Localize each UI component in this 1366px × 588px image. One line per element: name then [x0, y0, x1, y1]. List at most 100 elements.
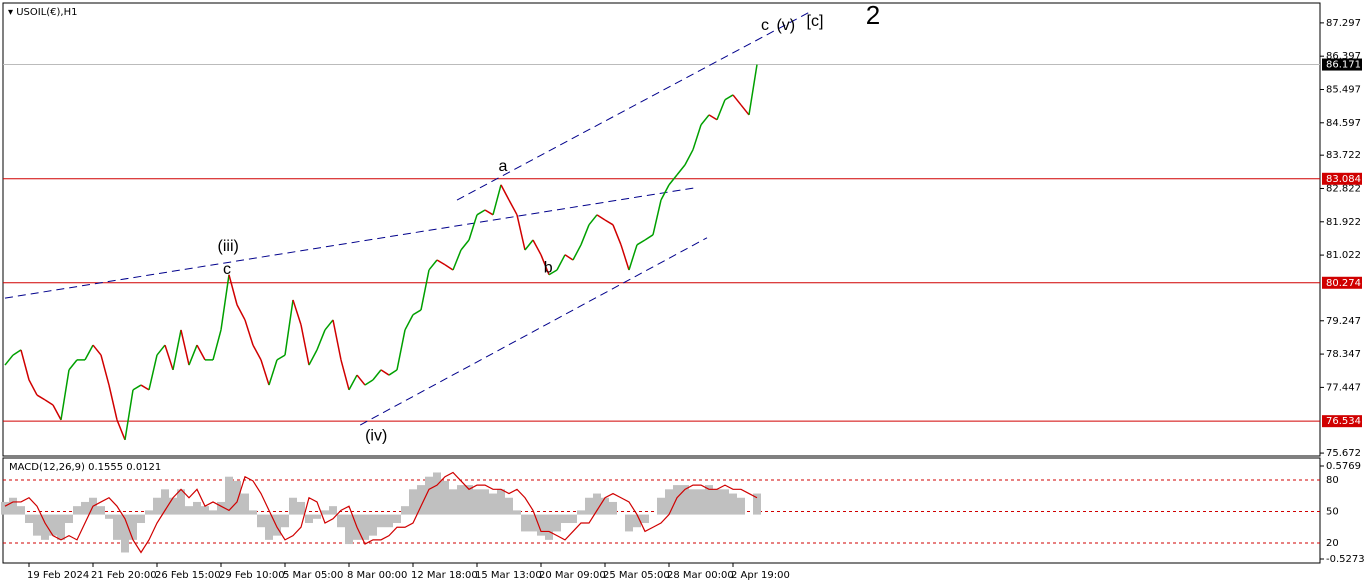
price-segment — [388, 369, 398, 376]
price-segment — [348, 374, 358, 391]
macd-bar — [25, 514, 33, 524]
y-tick-label: 77.447 — [1326, 382, 1361, 393]
y-tick-label: -0.5273 — [1326, 554, 1365, 565]
macd-title: MACD(12,26,9) 0.1555 0.0121 — [9, 462, 161, 473]
price-segment — [356, 374, 366, 386]
x-tick-label: 15 Mar 13:00 — [475, 570, 542, 581]
price-segment — [700, 114, 710, 126]
price-segment — [364, 379, 374, 386]
price-segment — [692, 124, 702, 150]
wave-label: (iii) — [218, 238, 239, 255]
price-segment — [580, 224, 590, 246]
macd-bar — [305, 514, 313, 524]
wave-label: c — [761, 17, 769, 34]
macd-bar — [729, 493, 737, 515]
price-segment — [188, 344, 198, 366]
macd-bar — [409, 489, 417, 515]
trend-line — [456, 12, 809, 201]
macd-bar — [17, 506, 25, 515]
price-segment — [12, 349, 22, 356]
price-segment — [100, 354, 110, 386]
macd-bar — [705, 485, 713, 515]
price-segment — [124, 389, 134, 440]
macd-bar — [465, 485, 473, 515]
x-tick-label: 29 Feb 10:00 — [219, 570, 285, 581]
macd-bar — [601, 497, 609, 515]
price-segment — [332, 319, 342, 361]
price-segment — [180, 329, 190, 366]
price-segment — [380, 369, 390, 376]
macd-bar — [201, 506, 209, 515]
macd-bar — [553, 514, 561, 532]
chart-title: ▾ USOIL(€),H1 — [8, 7, 78, 18]
macd-bar — [681, 485, 689, 515]
macd-bar — [697, 489, 705, 515]
macd-bar — [401, 506, 409, 515]
price-segment — [668, 174, 678, 186]
price-segment — [284, 299, 294, 356]
price-segment — [540, 254, 550, 276]
price-segment — [228, 274, 238, 305]
macd-bar — [385, 514, 393, 528]
price-segment — [660, 184, 670, 201]
price-segment — [44, 399, 54, 406]
macd-bar — [641, 514, 649, 524]
price-segment — [52, 404, 62, 421]
price-segment — [412, 309, 422, 316]
macd-bar — [265, 514, 273, 540]
macd-bar — [737, 497, 745, 515]
macd-bar — [361, 514, 369, 540]
price-segment — [460, 239, 470, 251]
price-segment — [300, 324, 310, 366]
price-segment — [132, 384, 142, 391]
macd-bar — [113, 514, 121, 540]
wave-label: (v) — [776, 17, 795, 34]
price-segment — [172, 329, 182, 371]
level-label-box — [1322, 415, 1362, 428]
macd-bar — [529, 514, 537, 532]
macd-bar — [225, 476, 233, 515]
macd-bar — [497, 489, 505, 515]
x-tick-label: 20 Mar 09:00 — [539, 570, 606, 581]
wave-label: (iv) — [365, 427, 387, 444]
price-segment — [732, 94, 742, 106]
level-label-box — [1322, 58, 1362, 71]
price-segment — [260, 359, 270, 386]
macd-bar — [281, 514, 289, 528]
macd-bar — [73, 506, 81, 515]
macd-bar — [713, 489, 721, 515]
price-segment — [436, 259, 446, 266]
price-segment — [324, 319, 334, 331]
macd-bar — [241, 493, 249, 515]
price-segment — [20, 349, 30, 381]
macd-bar — [129, 514, 137, 540]
price-segment — [4, 354, 14, 366]
price-segment — [532, 239, 542, 256]
price-segment — [316, 329, 326, 351]
macd-bar — [689, 489, 697, 515]
price-segment — [548, 269, 558, 276]
signal-line — [4, 471, 758, 554]
macd-bar — [249, 510, 257, 515]
macd-bar — [721, 489, 729, 515]
macd-bar — [457, 485, 465, 515]
macd-bar — [449, 489, 457, 515]
macd-bar — [345, 514, 353, 545]
macd-bar — [633, 514, 641, 528]
price-segment — [140, 384, 150, 391]
y-tick-label: 78.347 — [1326, 349, 1361, 360]
price-segment — [340, 359, 350, 391]
macd-bar — [97, 506, 105, 515]
price-segment — [476, 209, 486, 216]
y-tick-label: 75.672 — [1326, 448, 1361, 459]
price-segment — [452, 249, 462, 271]
level-label-box — [1322, 172, 1362, 185]
macd-bar — [105, 514, 113, 519]
price-segment — [556, 254, 566, 271]
x-tick-label: 12 Mar 18:00 — [411, 570, 478, 581]
macd-bar — [185, 506, 193, 515]
trend-line — [359, 237, 708, 426]
macd-bar — [217, 501, 225, 515]
price-segment — [596, 214, 606, 221]
price-segment — [28, 379, 38, 396]
